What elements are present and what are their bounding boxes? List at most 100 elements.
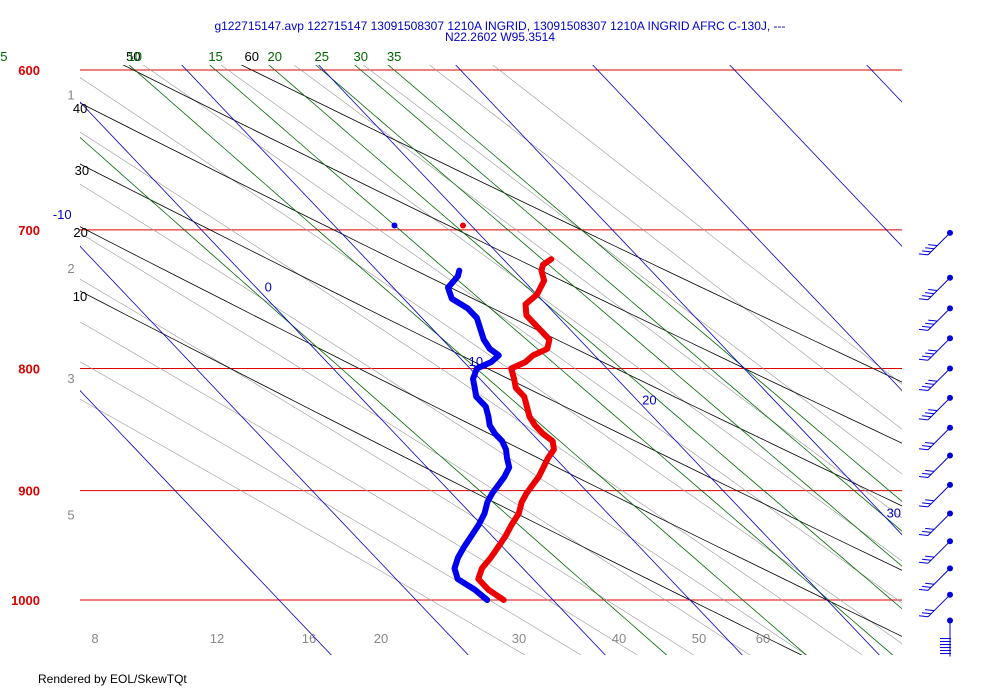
wind-barb-tick [925,412,935,415]
wind-barb-tick [925,499,935,502]
mixing-ratio-label-35: 35 [387,49,401,64]
bottom-temp-label-12: 12 [210,631,224,646]
mixing-ratio-line-35 [387,65,902,502]
chart-title: g122715147.avp 122715147 13091508307 121… [214,19,786,33]
isobar-label-800: 800 [18,361,40,376]
wind-barb [918,305,953,331]
height-labels: 1 2 3 5 [67,88,74,523]
isotherm-30 [455,65,902,536]
top-marker-temperature [459,222,466,229]
dry-adiabat-label-20: 20 [73,225,87,240]
wind-barb-tick [925,582,935,585]
moist-adiabat-16 [80,183,807,655]
wind-barb-shaft [927,368,951,391]
wind-barb-tick [925,527,935,530]
isobar-label-700: 700 [18,223,40,238]
height-label-1: 1 [67,88,74,103]
moist-adiabat-44 [429,65,902,430]
wind-barb-tick [928,319,938,322]
top-marker-dewpoint [391,222,398,229]
wind-barb-tick [925,292,935,295]
height-label-3: 3 [67,371,74,386]
wind-barb-tick [922,558,932,561]
wind-barb-shaft [927,594,951,618]
wind-barb-tick [918,418,929,421]
isotherm-50 [729,65,902,247]
wind-barb-tick [928,349,938,352]
wind-barb-tick [918,561,929,564]
wind-barb-shaft [927,427,951,451]
moist-adiabat-20 [80,131,863,655]
mixing-ratio-line-15 [209,65,894,655]
wind-barb-tick [918,476,929,479]
wind-barb-tick [918,615,929,618]
bottom-temp-label-30: 30 [512,631,526,646]
wind-barb [918,452,953,479]
dry-adiabat-10 [80,290,803,655]
isotherm-label-30: 30 [887,505,901,520]
wind-barb [918,538,953,564]
wind-barb-shaft [927,455,951,478]
mixing-ratio-label-5: 5 [0,49,7,64]
wind-barb [918,510,953,536]
wind-barb-tick [928,409,938,412]
wind-barbs [918,229,953,657]
line-labels: 1020304050605101520253035-20-10010203040… [0,49,901,646]
wind-barb-shaft [927,513,951,536]
wind-barb-tick [925,442,935,445]
isotherm-40 [592,65,902,392]
height-label-5: 5 [67,508,74,523]
wind-barb-tick [918,533,929,536]
isobar-label-900: 900 [18,484,40,499]
wind-barb-tick [918,328,929,331]
isobar-label-1000: 1000 [11,593,40,608]
wind-barb-tick [918,253,929,256]
wind-barb [918,565,953,591]
wind-barb-tick [922,415,932,418]
dry-adiabat-label-40: 40 [73,101,87,116]
mixing-ratio-line-20 [268,65,902,610]
wind-barb-tick [918,448,929,451]
dry-adiabat-label-10: 10 [73,289,87,304]
isotherm--10 [80,245,469,655]
mixing-ratio-label-25: 25 [315,49,329,64]
isotherm-10 [181,65,743,655]
wind-barb-tick [928,379,938,382]
wind-barb-tick [922,445,932,448]
bottom-temp-label-60: 60 [756,631,770,646]
wind-barb-tick [925,322,935,325]
wind-barb-shaft [927,308,951,331]
wind-barb-tick [925,352,935,355]
wind-barb-tick [922,295,932,298]
moist-adiabat-28 [142,65,902,604]
moist-adiabat--4 [80,398,526,655]
moist-adiabat-24 [80,77,902,644]
isotherm-60 [866,65,902,103]
mixing-ratio-line-30 [354,65,902,532]
wind-barb-tick [925,247,935,250]
moist-adiabat-0 [80,361,582,655]
wind-barb-tick [918,388,929,391]
mixing-ratio-line-5 [80,136,668,655]
bottom-temp-label-8: 8 [91,631,98,646]
wind-barb-tick [925,555,935,558]
dry-adiabat-60 [240,65,902,383]
wind-barb-tick [922,250,932,253]
wind-barb-tick [922,355,932,358]
wind-barb-tick [922,385,932,388]
wind-barb [918,424,953,451]
wind-barb-shaft [927,337,951,361]
wind-barb-shaft [927,568,951,591]
wind-barb-tick [922,325,932,328]
wind-barb-tick [922,502,932,505]
wind-barb-tick [922,472,932,475]
wind-barb-tick [925,382,935,385]
isotherm-20 [318,65,880,655]
wind-barb-tick [918,298,929,301]
wind-barb-tick [922,530,932,533]
